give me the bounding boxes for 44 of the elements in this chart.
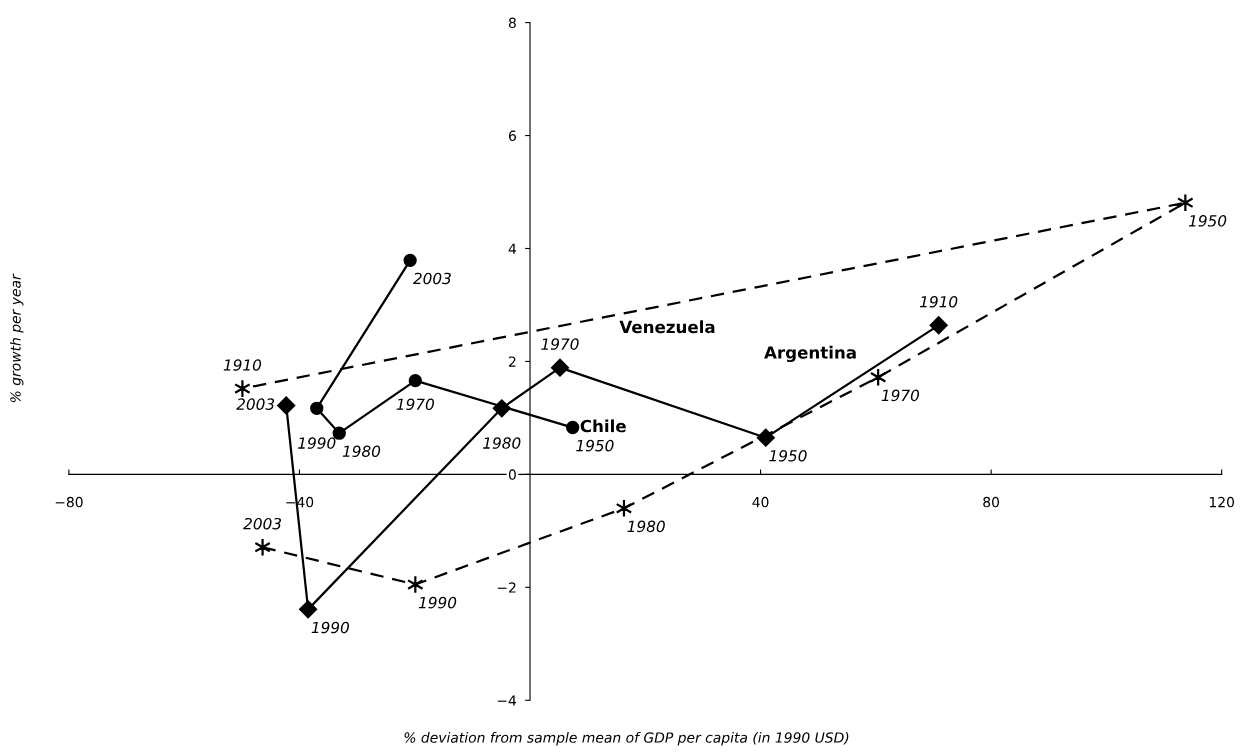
point — [492, 399, 511, 418]
annotation: 2003 — [412, 272, 451, 285]
y-axis-title: % growth per year — [10, 273, 24, 403]
point — [254, 537, 271, 557]
y-tick-label: 4 — [508, 243, 517, 254]
annotation: Chile — [580, 419, 626, 433]
y-tick-label: −4 — [497, 695, 517, 706]
x-tick-label: 80 — [983, 496, 1000, 508]
annotation: 2003 — [236, 398, 275, 410]
annotation: 1970 — [541, 338, 579, 350]
annotation: Argentina — [764, 345, 856, 363]
annotation: 1910 — [223, 359, 262, 371]
annotation: 1990 — [311, 621, 350, 634]
point — [551, 358, 569, 377]
point — [299, 600, 318, 619]
x-axis-title: % deviation from sample mean of GDP per capita (in 1990 USD) — [404, 732, 849, 746]
annotation: 1990 — [298, 437, 336, 449]
y-tick-label: −2 — [497, 582, 516, 593]
x-tick-label: 40 — [752, 496, 769, 508]
point — [234, 379, 251, 398]
point — [403, 253, 417, 268]
annotation: 1950 — [769, 450, 807, 462]
x-tick-label: 120 — [1209, 496, 1235, 508]
annotation: 1910 — [919, 295, 958, 308]
x-tick-label: −80 — [55, 496, 83, 508]
point — [566, 420, 580, 435]
annotation: Venezuela — [619, 320, 715, 334]
annotation: 1970 — [396, 398, 434, 411]
annotation: 2003 — [243, 517, 282, 530]
annotation: 1950 — [1188, 215, 1227, 227]
annotation: 1980 — [483, 437, 521, 449]
annotation: 1980 — [627, 520, 665, 533]
annotation: 1980 — [342, 445, 381, 458]
y-tick-label: 6 — [508, 130, 516, 142]
point — [408, 373, 422, 388]
annotation: 1970 — [881, 389, 920, 402]
y-tick-label: 8 — [508, 17, 516, 29]
point — [277, 396, 296, 415]
annotation: 1950 — [576, 439, 614, 452]
annotation: 1990 — [418, 596, 457, 609]
y-tick-label: 2 — [509, 356, 516, 367]
point — [310, 401, 324, 415]
y-tick-label: 0 — [508, 469, 516, 480]
point — [929, 316, 948, 335]
